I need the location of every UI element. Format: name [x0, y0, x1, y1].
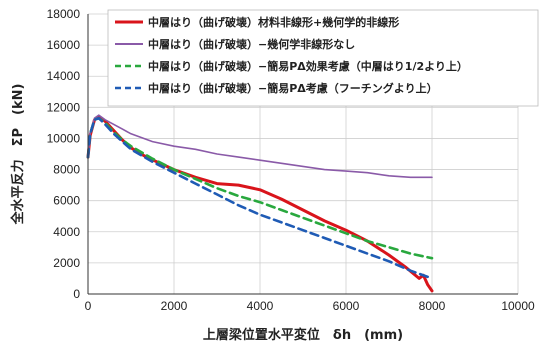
series-line-2 — [87, 114, 433, 179]
x-tick-label: 10000 — [501, 299, 535, 313]
y-tick-label: 0 — [73, 287, 80, 301]
y-tick-label: 18000 — [47, 7, 81, 21]
y-tick-label: 14000 — [47, 69, 81, 83]
legend: 中層はり（曲げ破壊）材料非線形+幾何学的非線形中層はり（曲げ破壊）−幾何学非線形… — [107, 9, 539, 107]
legend-entry-4: 中層はり（曲げ破壊）−簡易PΔ考慮（フーチングより上） — [148, 81, 438, 95]
legend-entry-3: 中層はり（曲げ破壊）−簡易PΔ効果考慮（中層はり1/2より上） — [148, 59, 468, 73]
legend-box — [107, 9, 539, 107]
legend-entry-1: 中層はり（曲げ破壊）材料非線形+幾何学的非線形 — [148, 15, 399, 29]
x-tick-label: 6000 — [333, 299, 360, 313]
y-tick-label: 2000 — [53, 256, 80, 270]
x-axis-label: 上層梁位置水平変位 δh (mm) — [203, 327, 403, 343]
series-lines — [86, 114, 434, 293]
x-tick-label: 0 — [85, 299, 92, 313]
legend-entry-2: 中層はり（曲げ破壊）−幾何学非線形なし — [148, 37, 355, 51]
series-line-4 — [86, 116, 434, 280]
y-tick-label: 8000 — [53, 163, 80, 177]
y-tick-label: 12000 — [47, 100, 81, 114]
x-tick-label: 8000 — [419, 299, 446, 313]
y-tick-label: 10000 — [47, 131, 81, 145]
y-axis-label: 全水平反力 ΣP (kN) — [10, 84, 26, 226]
y-tick-label: 4000 — [53, 225, 80, 239]
y-tick-label: 6000 — [53, 194, 80, 208]
y-tick-labels: 0 2000 4000 6000 8000 10000 12000 14000 16000 180… — [47, 7, 81, 301]
x-tick-label: 4000 — [247, 299, 274, 313]
x-tick-label: 2000 — [161, 299, 188, 313]
y-tick-label: 16000 — [47, 38, 81, 52]
x-tick-labels: 0 2000 4000 6000 8000 10000 — [85, 299, 535, 313]
